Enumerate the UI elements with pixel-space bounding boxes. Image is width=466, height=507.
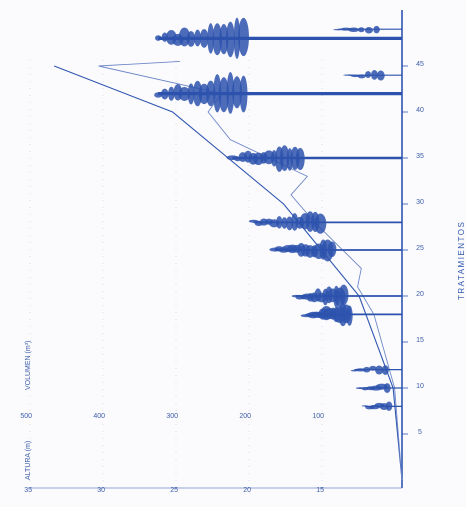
tree-figure bbox=[343, 70, 402, 81]
tree-crown-layer bbox=[365, 406, 375, 410]
treatment-tick-label: 45 bbox=[416, 61, 424, 68]
tree-crown-layer bbox=[381, 365, 389, 375]
tree-crown-layer bbox=[226, 155, 239, 161]
tree-crown-layer bbox=[168, 86, 175, 101]
height-tick-label: 15 bbox=[316, 487, 324, 494]
axis-ticks: 35 500 30 400 25 300 20 200 15 100 bbox=[20, 58, 324, 494]
right-axis-label-group: VOLUMEN (m³) bbox=[25, 341, 32, 390]
tree-crown-layer bbox=[166, 29, 177, 45]
tree-crown-layer bbox=[333, 28, 344, 31]
tree-figure bbox=[291, 284, 402, 308]
growth-curves bbox=[54, 60, 403, 481]
tree-crown-layer bbox=[373, 25, 380, 34]
tree-crown-layer bbox=[154, 92, 163, 98]
tree-crown-layer bbox=[173, 84, 183, 101]
tree-crown-layer bbox=[371, 70, 378, 80]
tree-crown-layer bbox=[364, 27, 373, 34]
height-tick-label: 30 bbox=[97, 487, 105, 494]
treatment-tick-label: 25 bbox=[416, 245, 424, 252]
curva-volumen-total bbox=[54, 65, 403, 481]
tree-crown-layer bbox=[362, 366, 371, 373]
tree-figure bbox=[155, 17, 402, 59]
tree-crown-layer bbox=[232, 76, 242, 109]
treatment-bars: 5 10 15 20 25 30 35 40 45 bbox=[402, 61, 424, 436]
tree-crown-layer bbox=[375, 365, 384, 375]
tree-figure bbox=[154, 72, 402, 114]
tree-crown-layer bbox=[291, 213, 299, 231]
volume-tick-label: 500 bbox=[20, 413, 32, 420]
tree-figure bbox=[269, 239, 402, 262]
tree-figure bbox=[248, 211, 402, 234]
tree-crown-layer bbox=[213, 74, 222, 113]
tree-crown-layer bbox=[226, 72, 235, 114]
tree-crown-layer bbox=[275, 146, 284, 172]
treatment-tick-label: 15 bbox=[416, 337, 424, 344]
tree-crown-layer bbox=[290, 146, 300, 170]
tree-crown-layer bbox=[361, 387, 369, 391]
tree-crown-layer bbox=[239, 75, 248, 113]
tree-crown-layer bbox=[248, 219, 259, 223]
treatment-tick-label: 30 bbox=[416, 199, 424, 206]
tree-crown-layer bbox=[161, 32, 168, 42]
height-tick-label: 25 bbox=[170, 487, 178, 494]
bottom-axis-title-group: TRATAMIENTOS bbox=[457, 221, 466, 300]
tree-crown-layer bbox=[193, 80, 203, 107]
tree-crown-layer bbox=[291, 294, 301, 298]
treatment-tick-label: 40 bbox=[416, 107, 424, 114]
tree-crown-layer bbox=[369, 365, 377, 371]
tree-crown-layer bbox=[225, 21, 235, 58]
tree-crown-layer bbox=[357, 27, 365, 33]
tree-crown-layer bbox=[361, 405, 369, 407]
tree-crown-layer bbox=[357, 74, 366, 79]
tree-crown-layer bbox=[350, 369, 358, 372]
volume-tick-label: 100 bbox=[312, 413, 324, 420]
tree-crown-layer bbox=[219, 24, 229, 55]
tree-crown-layer bbox=[199, 29, 209, 48]
left-axis-label-group: ALTURA (m) bbox=[25, 441, 32, 480]
right-axis-label: VOLUMEN (m³) bbox=[25, 341, 32, 390]
tree-crown-layer bbox=[155, 35, 162, 41]
tree-crown-layer bbox=[376, 70, 385, 81]
bottom-axis-title: TRATAMIENTOS bbox=[457, 221, 466, 300]
tree-figure bbox=[300, 303, 402, 327]
tree-crown-layer bbox=[300, 314, 313, 318]
tree-crown-layer bbox=[355, 387, 364, 390]
treatment-tick-label: 35 bbox=[416, 153, 424, 160]
tree-crown-layer bbox=[233, 17, 241, 59]
plot-area: 35 500 30 400 25 300 20 200 15 100 5 10 15 20 25 30 35 4… bbox=[20, 10, 424, 494]
tree-crown-layer bbox=[218, 77, 229, 113]
tree-crown-layer bbox=[281, 217, 288, 229]
tree-crown-layer bbox=[269, 247, 281, 252]
tree-figure bbox=[355, 383, 402, 393]
volume-tick-label: 200 bbox=[239, 413, 251, 420]
tree-figure bbox=[226, 145, 402, 172]
tree-crown-layer bbox=[285, 216, 294, 231]
tree-crown-layer bbox=[238, 17, 249, 57]
height-tick-label: 20 bbox=[243, 487, 251, 494]
tree-figure bbox=[333, 25, 402, 34]
tree-crown-layer bbox=[365, 71, 372, 79]
volume-tick-label: 300 bbox=[166, 413, 178, 420]
height-tick-label: 35 bbox=[24, 487, 32, 494]
tree-crown-layer bbox=[212, 23, 223, 56]
tree-crown-layer bbox=[194, 29, 201, 47]
volume-tick-label: 400 bbox=[93, 413, 105, 420]
tree-crown-layer bbox=[187, 83, 195, 105]
treatment-tick-label: 5 bbox=[418, 429, 422, 436]
tree-crown-layer bbox=[343, 74, 355, 76]
tree-crown-layer bbox=[161, 88, 169, 100]
left-axis-label: ALTURA (m) bbox=[25, 441, 32, 480]
treatment-tick-label: 10 bbox=[416, 383, 424, 390]
tree-figure bbox=[361, 401, 402, 411]
tree-crown-layer bbox=[207, 23, 214, 54]
tree-figure bbox=[350, 365, 402, 375]
treatment-tick-label: 20 bbox=[416, 291, 424, 298]
tree-figures bbox=[154, 17, 402, 411]
